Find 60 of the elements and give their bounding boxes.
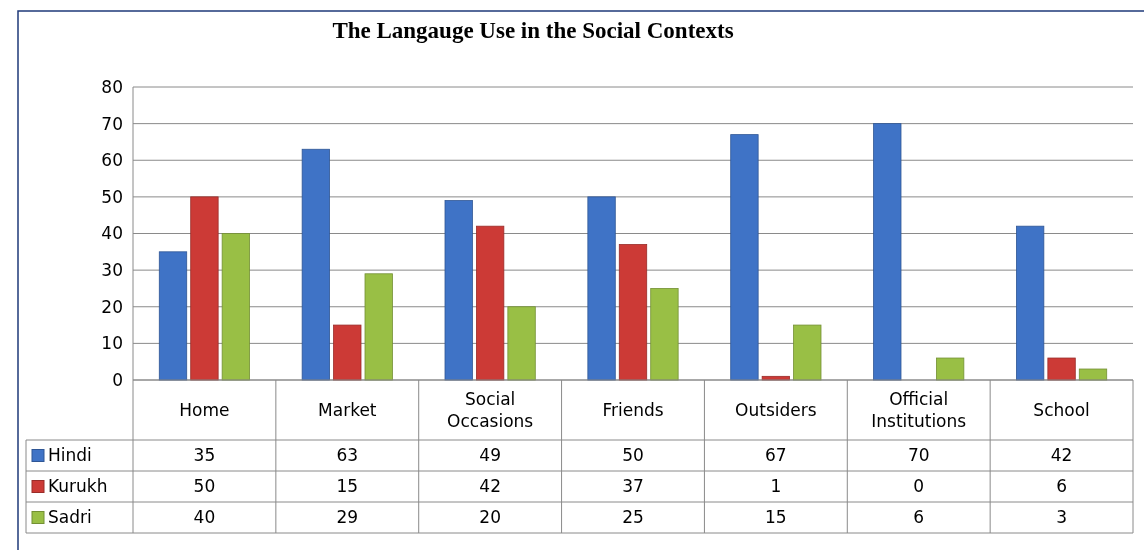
data-label: 50: [193, 476, 216, 497]
data-label: 42: [1050, 445, 1073, 466]
chart-title: The Langauge Use in the Social Contexts: [332, 18, 734, 43]
bar: [650, 288, 679, 381]
data-label: 70: [907, 445, 930, 466]
x-tick-label: Social Occasions: [447, 388, 534, 431]
data-label: 25: [622, 507, 644, 528]
x-tick-label: Home: [179, 399, 230, 420]
x-tick-label: Official Institutions: [871, 388, 967, 431]
x-tick-label: Outsiders: [735, 399, 817, 420]
bar: [873, 123, 902, 381]
data-label: 42: [479, 476, 501, 497]
legend-label: Hindi: [48, 445, 92, 466]
bar: [333, 324, 362, 381]
data-label: 50: [622, 445, 644, 466]
y-tick-label: 80: [101, 76, 123, 97]
bar: [793, 324, 822, 381]
bar: [158, 251, 188, 381]
bar: [476, 225, 505, 381]
bar: [364, 273, 393, 381]
bar: [1016, 225, 1045, 381]
data-label: 3: [1056, 507, 1067, 528]
bar: [1078, 368, 1108, 381]
x-tick-label: Market: [318, 399, 377, 420]
y-tick-label: 40: [101, 223, 123, 244]
data-label: 40: [193, 507, 216, 528]
y-tick-label: 20: [101, 296, 123, 317]
data-label: 15: [765, 507, 787, 528]
y-tick-label: 10: [101, 333, 123, 354]
legend-label: Sadri: [48, 507, 92, 528]
y-tick-label: 30: [101, 260, 123, 281]
data-label: 63: [336, 445, 359, 466]
data-label: 1: [770, 476, 782, 497]
y-tick-label: 50: [101, 186, 123, 207]
bar: [190, 196, 219, 381]
data-label: 6: [1056, 476, 1067, 497]
bar: [936, 357, 965, 381]
data-label: 29: [336, 507, 359, 528]
bar: [587, 196, 616, 381]
x-tick-label: School: [1033, 399, 1090, 420]
data-label: 49: [479, 445, 501, 466]
y-tick-label: 60: [101, 150, 123, 171]
bar: [444, 200, 473, 381]
data-label: 15: [336, 476, 359, 497]
data-label: 0: [913, 476, 925, 497]
bar: [1047, 357, 1076, 381]
data-label: 67: [765, 445, 787, 466]
bar: [507, 306, 536, 381]
bar: [221, 233, 250, 381]
data-label: 37: [622, 476, 644, 497]
bar: [730, 134, 759, 381]
bar: [618, 244, 648, 381]
data-label: 20: [479, 507, 501, 528]
data-label: 35: [193, 445, 216, 466]
x-tick-label: Friends: [602, 399, 664, 420]
bar: [301, 148, 330, 381]
y-tick-label: 0: [112, 369, 123, 390]
data-label: 6: [913, 507, 925, 528]
y-tick-label: 70: [101, 113, 123, 134]
legend-label: Kurukh: [48, 476, 108, 497]
